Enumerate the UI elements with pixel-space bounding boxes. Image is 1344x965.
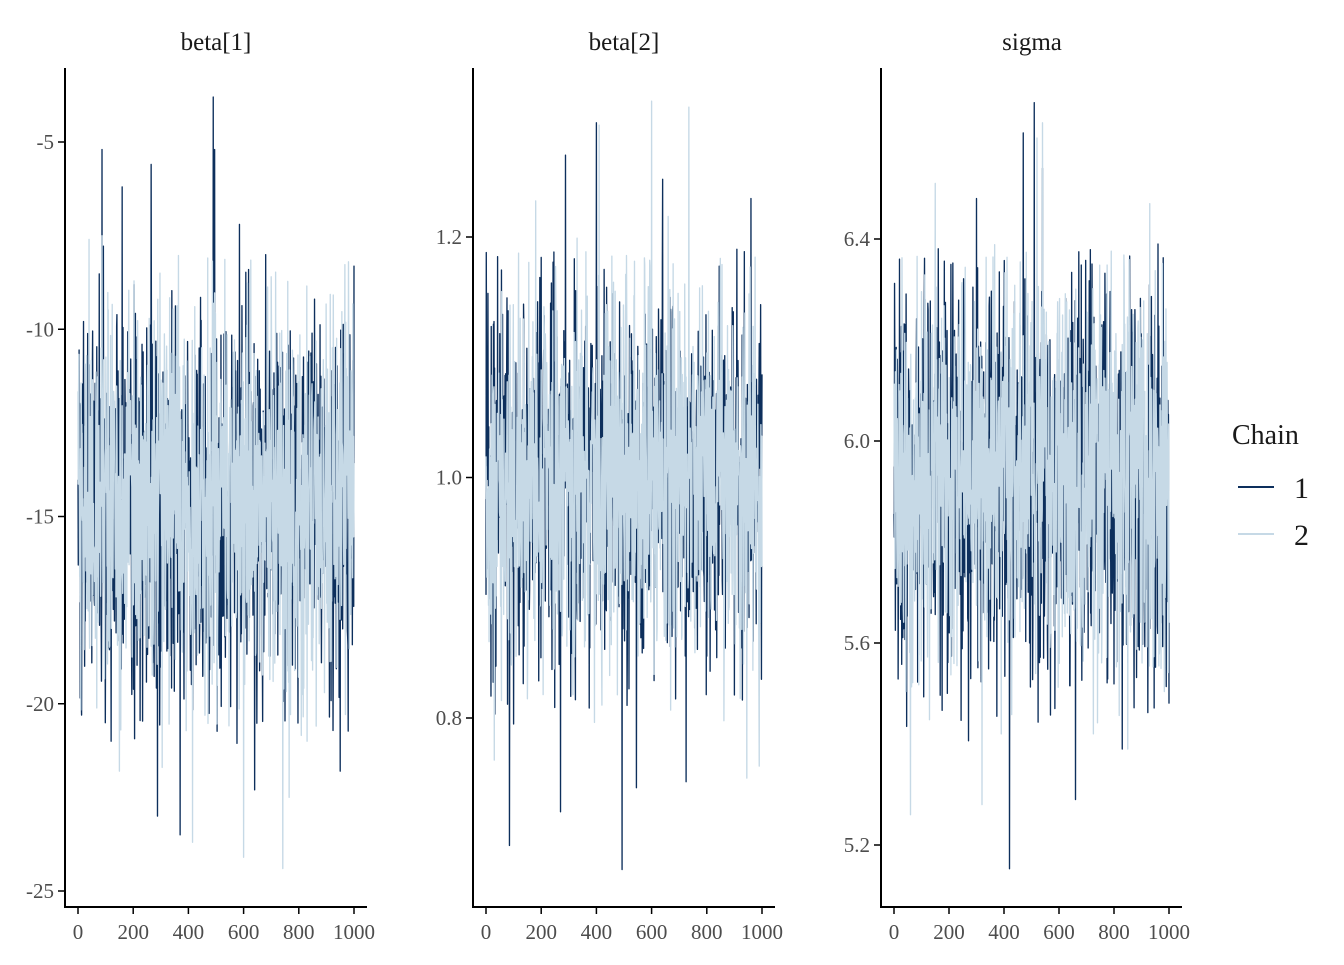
- x-tick-label: 0: [481, 920, 492, 944]
- x-tick-label: 400: [173, 920, 205, 944]
- x-tick-label: 200: [117, 920, 149, 944]
- x-tick-label: 200: [933, 920, 965, 944]
- panel-title: sigma: [1002, 29, 1062, 56]
- y-tick-label: -5: [37, 130, 55, 154]
- legend-label-chain-1: 1: [1294, 472, 1309, 505]
- y-tick-label: -25: [26, 879, 54, 903]
- panel-2: beta[2] 1.2 1.0 0.8 0 200 400 600 800 1000: [436, 29, 783, 944]
- x-tick-label: 0: [889, 920, 900, 944]
- x-tick-label: 600: [1043, 920, 1075, 944]
- chain-2-trace-line: [893, 122, 1170, 816]
- x-tick-label: 1000: [333, 920, 375, 944]
- y-tick-label: 1.2: [436, 225, 462, 249]
- y-tick-label: 6.0: [844, 429, 870, 453]
- x-tick-label: 0: [73, 920, 84, 944]
- x-tick-label: 600: [636, 920, 668, 944]
- panel-title: beta[1]: [181, 29, 252, 56]
- panel-3: sigma 6.4 6.0 5.6 5.2 0 200 400 600 800 1000: [844, 29, 1190, 944]
- x-tick-label: 800: [283, 920, 315, 944]
- x-tick-label: 200: [525, 920, 557, 944]
- legend-label-chain-2: 2: [1294, 519, 1309, 552]
- panel-1: beta[1] -5 -10 -15 -20 -25 0 200 400 600 800 1000: [26, 29, 375, 944]
- y-tick-label: 0.8: [436, 706, 462, 730]
- y-tick-label: 5.6: [844, 631, 870, 655]
- x-tick-label: 600: [228, 920, 260, 944]
- y-tick-label: -15: [26, 505, 54, 529]
- chain-2-trace-line: [77, 235, 355, 870]
- x-tick-label: 800: [691, 920, 723, 944]
- x-tick-label: 400: [581, 920, 613, 944]
- chain-2-trace-line: [485, 100, 763, 779]
- y-tick-label: 1.0: [436, 466, 462, 490]
- x-tick-label: 400: [988, 920, 1020, 944]
- x-tick-label: 1000: [741, 920, 783, 944]
- x-tick-label: 800: [1098, 920, 1130, 944]
- x-tick-label: 1000: [1148, 920, 1190, 944]
- legend-title: Chain: [1232, 420, 1299, 451]
- y-tick-label: -10: [26, 317, 54, 341]
- panel-title: beta[2]: [589, 29, 660, 56]
- y-tick-label: 5.2: [844, 833, 870, 857]
- y-tick-label: -20: [26, 692, 54, 716]
- legend: Chain 1 2: [1232, 420, 1309, 552]
- y-tick-label: 6.4: [844, 227, 871, 251]
